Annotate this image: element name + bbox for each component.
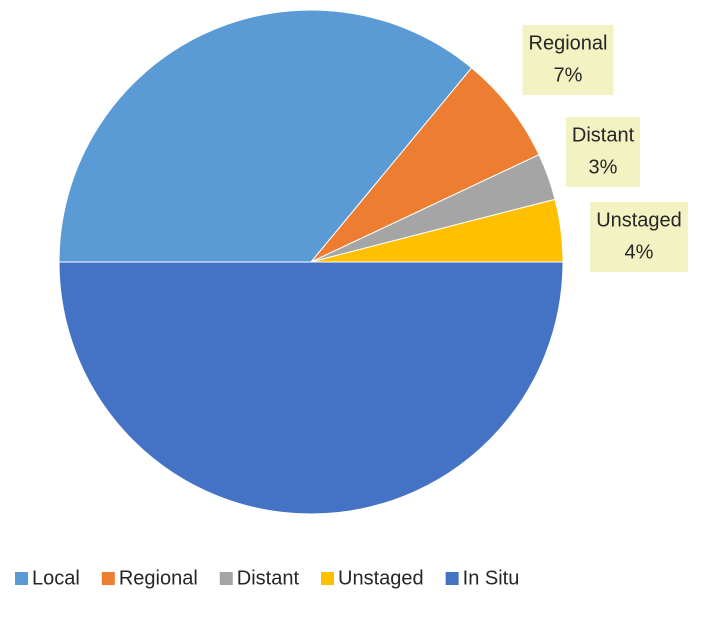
label-value: 7% — [554, 64, 583, 86]
legend: Local Regional Distant Unstaged In Situ — [15, 567, 519, 589]
data-label: Regional 7% — [522, 25, 614, 95]
label-category: Distant — [572, 124, 635, 146]
legend-label: Local — [32, 567, 80, 589]
legend-label: Regional — [119, 567, 198, 589]
legend-swatch — [445, 572, 459, 585]
label-box — [590, 202, 688, 272]
label-box — [565, 117, 641, 187]
legend-label: In Situ — [463, 567, 520, 589]
legend-label: Distant — [237, 567, 300, 589]
data-label: Unstaged 4% — [590, 202, 688, 272]
pie-slice — [58, 261, 564, 515]
legend-label: Unstaged — [338, 567, 424, 589]
label-value: 4% — [625, 241, 654, 263]
legend-swatch — [219, 572, 233, 585]
pie-slice — [58, 9, 473, 263]
legend-swatch — [15, 572, 28, 585]
legend-swatch — [101, 572, 115, 585]
legend-swatch — [321, 572, 335, 585]
label-category: Unstaged — [596, 209, 682, 231]
label-value: 3% — [589, 156, 618, 178]
label-category: Regional — [529, 32, 608, 54]
data-label: Distant 3% — [565, 117, 641, 187]
pie-slice — [310, 67, 540, 263]
label-box — [522, 25, 614, 95]
